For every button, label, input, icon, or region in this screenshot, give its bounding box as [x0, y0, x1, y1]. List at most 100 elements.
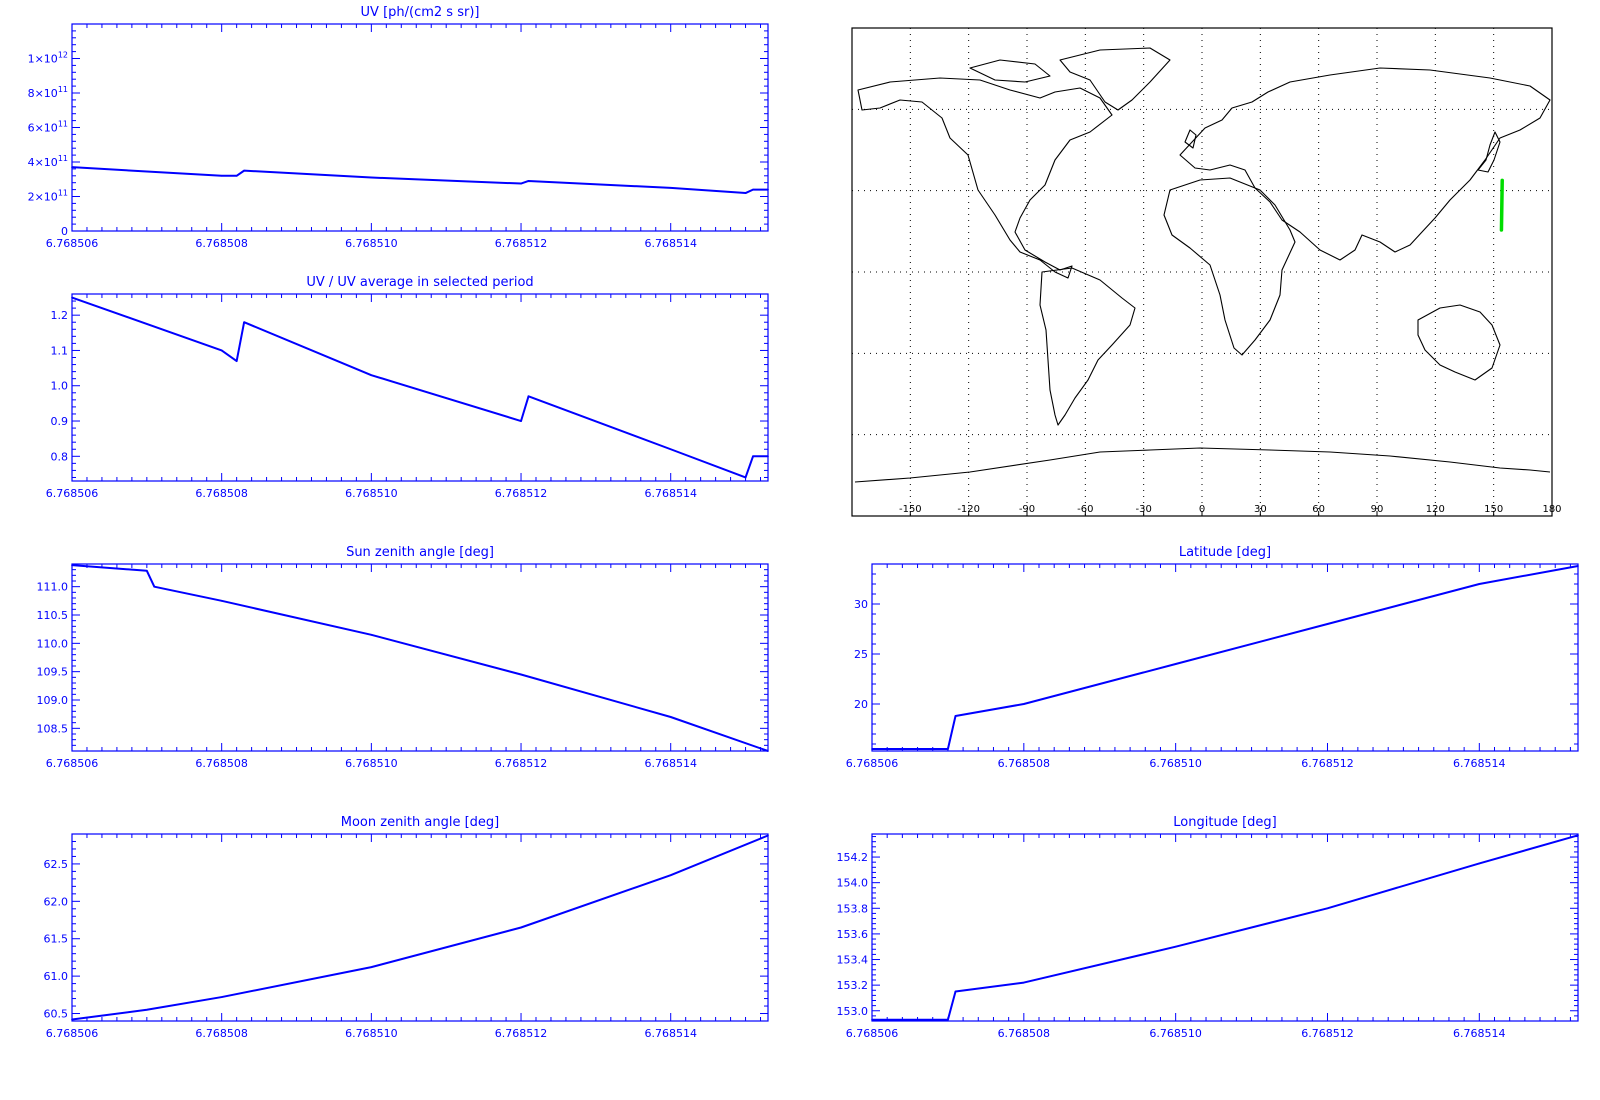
- chart-title: UV / UV average in selected period: [306, 275, 533, 290]
- x-tick-label: 6.768512: [495, 757, 548, 770]
- y-tick-label: 61.5: [44, 933, 69, 946]
- y-tick-label: 2×1011: [28, 189, 68, 204]
- longitude-chart: Longitude [deg] 6.768506 6.768508 6.768510 6…: [800, 810, 1590, 1055]
- data-point: [370, 176, 373, 179]
- x-tick-label: 6.768512: [495, 487, 548, 500]
- data-point: [1478, 583, 1481, 585]
- data-point: [669, 716, 672, 718]
- y-tick-base: 60.5: [44, 1008, 69, 1021]
- map-lon-label: 180: [1542, 504, 1561, 515]
- y-tick-label: 153.2: [837, 979, 869, 992]
- latitude-chart: Latitude [deg] 6.768506 6.768508 6.768510 6.…: [800, 540, 1590, 785]
- y-tick-base: 25: [854, 648, 868, 661]
- series-line: [71, 564, 769, 752]
- x-tick-label: 6.768514: [644, 487, 697, 500]
- y-tick-base: 1.1: [51, 344, 69, 357]
- y-tick-exponent: 11: [58, 189, 68, 198]
- data-point: [370, 966, 373, 968]
- x-tick-label: 6.768508: [195, 1027, 248, 1040]
- y-tick-base: 1.0: [51, 380, 69, 393]
- plot-frame: [71, 293, 769, 482]
- y-tick-label: 110.0: [37, 637, 69, 650]
- y-tick-label: 1.2: [51, 309, 69, 322]
- y-tick-base: 153.8: [837, 902, 869, 915]
- japan-outline: [1477, 131, 1501, 173]
- y-tick-label: 20: [854, 698, 868, 711]
- uv-ratio-chart: UV / UV average in selected period 6.7685…: [0, 270, 780, 515]
- x-tick-label: 6.768506: [46, 237, 99, 250]
- map-lon-label: -90: [1019, 504, 1035, 515]
- y-tick-label: 60.5: [44, 1008, 69, 1021]
- x-tick-label: 6.768506: [846, 1027, 899, 1040]
- x-tick-label: 6.768512: [495, 237, 548, 250]
- y-tick-label: 0: [61, 225, 68, 238]
- map-lon-label: -150: [899, 504, 922, 515]
- data-point: [71, 564, 73, 566]
- data-point: [1326, 623, 1329, 625]
- x-tick-label: 6.768512: [1301, 757, 1354, 770]
- map-lon-label: 90: [1371, 504, 1384, 515]
- data-point: [744, 476, 747, 479]
- x-tick-label: 6.768514: [644, 237, 697, 250]
- x-tick-label: 6.768508: [998, 757, 1051, 770]
- data-point: [744, 192, 747, 194]
- data-point: [947, 748, 949, 750]
- greenland-outline: [1059, 47, 1171, 111]
- y-tick-exponent: 12: [58, 51, 68, 60]
- data-point: [71, 166, 73, 168]
- y-tick-label: 153.6: [837, 928, 869, 941]
- y-tick-label: 6×1011: [28, 120, 68, 135]
- x-tick-label: 6.768510: [345, 757, 398, 770]
- plot-frame: [871, 563, 1579, 752]
- data-point: [767, 834, 769, 837]
- map-lon-label: -120: [957, 504, 980, 515]
- y-tick-base: 153.0: [837, 1005, 869, 1018]
- data-point: [243, 169, 245, 172]
- x-tick-label: 6.768508: [998, 1027, 1051, 1040]
- y-tick-label: 62.0: [44, 895, 69, 908]
- data-point: [1023, 981, 1025, 984]
- south-america-outline: [1039, 267, 1136, 426]
- data-point: [669, 874, 672, 876]
- map-lon-label: 0: [1199, 504, 1205, 515]
- map-lon-label: 30: [1254, 504, 1267, 515]
- uk-outline: [1184, 129, 1197, 149]
- y-tick-label: 154.0: [837, 877, 869, 890]
- x-tick-label: 6.768512: [1301, 1027, 1354, 1040]
- plot-frame: [71, 563, 769, 752]
- y-tick-base: 111.0: [37, 581, 69, 594]
- y-tick-base: 110.0: [37, 637, 69, 650]
- series-line: [71, 834, 769, 1021]
- x-tick-label: 6.768510: [1149, 757, 1202, 770]
- y-tick-base: 2×10: [28, 191, 58, 204]
- y-tick-base: 62.0: [44, 895, 69, 908]
- data-point: [220, 349, 223, 352]
- data-point: [767, 455, 769, 458]
- x-tick-label: 6.768508: [195, 487, 248, 500]
- data-point: [146, 570, 148, 572]
- y-tick-label: 1.1: [51, 344, 69, 357]
- data-point: [947, 1018, 949, 1021]
- data-point: [235, 175, 238, 177]
- x-tick-label: 6.768510: [345, 1027, 398, 1040]
- data-point: [871, 1018, 873, 1021]
- world-map: -150 -120 -90 -60 -30 0 30 60 90 120 150 180: [850, 20, 1590, 530]
- chart-title: Longitude [deg]: [1173, 815, 1276, 830]
- data-point: [1478, 862, 1481, 865]
- y-tick-base: 0.9: [51, 415, 69, 428]
- series-line: [71, 296, 768, 479]
- y-tick-base: 1.2: [51, 309, 69, 322]
- antarctica-outline: [854, 447, 1551, 483]
- north-america-outline: [857, 77, 1113, 279]
- data-point: [1174, 663, 1177, 665]
- data-point: [1023, 703, 1025, 705]
- series-line: [872, 565, 1579, 750]
- data-point: [954, 715, 957, 717]
- map-lon-label: -60: [1077, 504, 1093, 515]
- y-tick-label: 8×1011: [28, 85, 68, 100]
- x-tick-label: 6.768510: [345, 487, 398, 500]
- sun-zenith-chart: Sun zenith angle [deg] 6.768506 6.768508 6.…: [0, 540, 780, 785]
- y-tick-label: 1×1012: [28, 51, 68, 66]
- data-point: [520, 926, 522, 929]
- y-tick-base: 0: [61, 225, 68, 238]
